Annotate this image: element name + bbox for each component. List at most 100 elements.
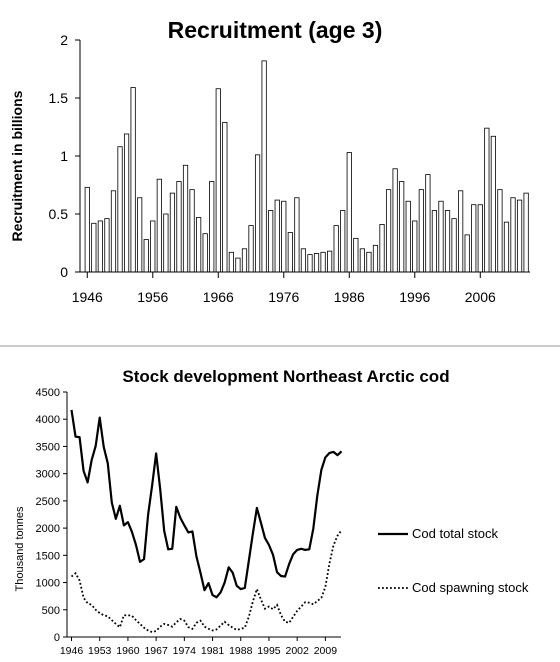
y-tick-label: 0 <box>54 632 60 644</box>
x-tick-label: 2002 <box>286 645 310 657</box>
legend-label-cod-total-stock: Cod total stock <box>412 526 498 541</box>
y-tick-label: 3500 <box>36 441 60 453</box>
bar-1986 <box>346 152 352 273</box>
stock-x-ticks: 1946 1953 1960 1967 1974 1981 1988 1995 2002 2009 <box>60 637 337 657</box>
x-tick-label: 1976 <box>268 289 299 305</box>
y-tick-label: 1 <box>60 148 68 164</box>
y-tick-label: 3000 <box>36 469 60 481</box>
bar-1985 <box>340 210 346 273</box>
bar-2008 <box>490 135 496 273</box>
bar-1970 <box>241 248 248 273</box>
bar-1996 <box>412 220 418 273</box>
bar-1966 <box>215 88 221 273</box>
bar-1983 <box>327 250 333 273</box>
bar-1968 <box>228 251 234 273</box>
bar-1975 <box>274 199 280 273</box>
stock-development-chart: Stock development Northeast Arctic cod T… <box>14 367 529 657</box>
x-tick-label: 1986 <box>334 289 365 305</box>
bar-1982 <box>320 251 326 273</box>
bar-1994 <box>399 181 405 273</box>
bar-2010 <box>503 221 510 273</box>
bar-1946 <box>84 186 90 273</box>
y-tick-label: 1000 <box>36 578 60 590</box>
stock-y-axis-label: Thousand tonnes <box>14 506 26 592</box>
bar-2005 <box>471 204 477 273</box>
bar-1965 <box>209 181 215 273</box>
x-tick-label: 1988 <box>229 645 253 657</box>
recruitment-chart-title: Recruitment (age 3) <box>168 17 383 43</box>
bar-2006 <box>477 204 483 273</box>
bar-1952 <box>123 133 130 273</box>
y-tick-label: 0 <box>60 264 68 280</box>
x-tick-label: 1996 <box>399 289 430 305</box>
bar-1976 <box>281 200 287 273</box>
x-tick-label: 1960 <box>116 645 140 657</box>
recruitment-x-ticks: 1946 1956 1966 1976 1986 1996 2006 <box>72 272 496 305</box>
bar-2007 <box>484 127 490 273</box>
bar-2011 <box>510 197 516 273</box>
y-tick-label: 4000 <box>36 414 60 426</box>
x-tick-label: 1967 <box>144 645 168 657</box>
series-line-cod-spawning-stock <box>70 529 343 634</box>
bar-1962 <box>189 189 195 273</box>
x-tick-label: 2009 <box>314 645 338 657</box>
y-tick-label: 2 <box>60 32 68 48</box>
bar-2002 <box>451 218 457 273</box>
x-tick-label: 2006 <box>465 289 496 305</box>
bar-1964 <box>202 233 208 273</box>
y-tick-label: 2000 <box>36 523 60 535</box>
bar-2009 <box>497 189 503 273</box>
bar-1947 <box>91 222 97 273</box>
bar-2012 <box>516 199 523 273</box>
bar-1963 <box>196 217 202 273</box>
bar-1989 <box>366 251 372 273</box>
bar-2000 <box>438 200 444 273</box>
x-tick-label: 1946 <box>60 645 84 657</box>
bar-1998 <box>425 174 431 273</box>
bar-1969 <box>235 257 241 273</box>
recruitment-y-axis-label: Recruitment in billions <box>9 90 25 241</box>
recruitment-chart: Recruitment (age 3) Recruitment in billi… <box>9 17 530 305</box>
bar-1949 <box>104 218 110 273</box>
bar-1980 <box>307 254 313 273</box>
bar-1971 <box>248 225 254 273</box>
bar-1979 <box>300 248 307 273</box>
y-tick-label: 2500 <box>36 496 60 508</box>
y-tick-label: 1500 <box>36 550 60 562</box>
bar-1992 <box>385 189 392 273</box>
stock-y-ticks: 0 500 1000 1500 2000 2500 3000 3500 4000 4500 <box>36 387 67 644</box>
bar-1973 <box>261 60 267 273</box>
bar-1993 <box>392 168 398 273</box>
bar-1960 <box>176 181 182 273</box>
bar-1988 <box>359 248 365 273</box>
bar-1995 <box>405 200 411 273</box>
bar-1987 <box>353 237 359 273</box>
stock-legend: Cod total stock Cod spawning stock <box>378 526 529 595</box>
x-tick-label: 1974 <box>173 645 197 657</box>
bar-1961 <box>182 164 189 273</box>
bar-1991 <box>379 224 385 273</box>
bar-1953 <box>130 87 136 273</box>
y-tick-label: 500 <box>42 605 60 617</box>
bar-1977 <box>287 232 293 273</box>
bar-1984 <box>333 225 339 273</box>
bar-1955 <box>143 239 149 273</box>
bar-2004 <box>464 234 470 273</box>
bar-1997 <box>418 189 424 273</box>
x-tick-label: 1966 <box>203 289 234 305</box>
bar-1990 <box>372 244 379 273</box>
bar-1958 <box>163 213 169 273</box>
x-tick-label: 1953 <box>88 645 112 657</box>
bar-2001 <box>444 210 451 273</box>
recruitment-bars <box>84 60 529 273</box>
bar-1951 <box>117 146 123 273</box>
bar-1950 <box>110 190 117 273</box>
y-tick-label: 0.5 <box>49 206 69 222</box>
bar-1974 <box>268 210 274 273</box>
bar-1959 <box>169 192 176 273</box>
x-tick-label: 1946 <box>72 289 103 305</box>
bar-1957 <box>156 178 162 273</box>
y-tick-label: 4500 <box>36 387 60 399</box>
x-tick-label: 1995 <box>257 645 281 657</box>
